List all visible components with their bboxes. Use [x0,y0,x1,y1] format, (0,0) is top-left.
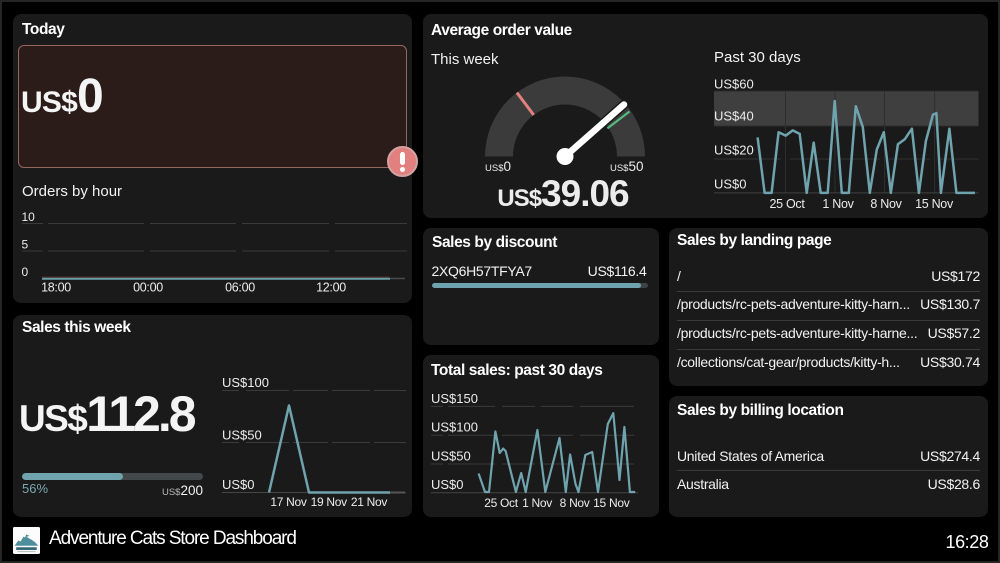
svg-text:US$50: US$50 [610,159,644,174]
svg-text:8 Nov: 8 Nov [870,197,902,211]
svg-text:0: 0 [22,265,29,279]
svg-text:25 Oct: 25 Oct [769,197,805,211]
svg-text:US$100: US$100 [222,375,269,390]
svg-text:19 Nov: 19 Nov [311,495,348,509]
svg-text:US$0: US$0 [485,159,511,174]
svg-text:US$0: US$0 [431,477,464,492]
svg-text:10: 10 [22,210,36,224]
svg-text:15 Nov: 15 Nov [915,197,954,211]
svg-text:12:00: 12:00 [316,281,346,295]
svg-text:21 Nov: 21 Nov [351,495,388,509]
svg-text:US$20: US$20 [714,143,754,158]
svg-text:00:00: 00:00 [133,281,163,295]
svg-text:5: 5 [22,238,29,252]
svg-text:US$100: US$100 [431,420,478,435]
svg-text:25 Oct: 25 Oct [484,496,519,510]
svg-text:1 Nov: 1 Nov [822,197,854,211]
svg-text:17 Nov: 17 Nov [270,495,307,509]
svg-text:US$40: US$40 [714,109,754,124]
svg-text:US$150: US$150 [431,391,478,406]
svg-text:US$39.06: US$39.06 [497,173,629,214]
svg-text:8 Nov: 8 Nov [560,496,590,510]
svg-text:US$50: US$50 [222,428,262,443]
svg-text:US$60: US$60 [714,77,754,92]
svg-text:US$0: US$0 [222,477,255,492]
svg-text:US$0: US$0 [714,177,747,192]
svg-text:1 Nov: 1 Nov [522,496,552,510]
svg-text:15 Nov: 15 Nov [593,496,630,510]
svg-text:18:00: 18:00 [41,281,71,295]
svg-text:06:00: 06:00 [225,281,255,295]
svg-text:US$50: US$50 [431,449,471,464]
